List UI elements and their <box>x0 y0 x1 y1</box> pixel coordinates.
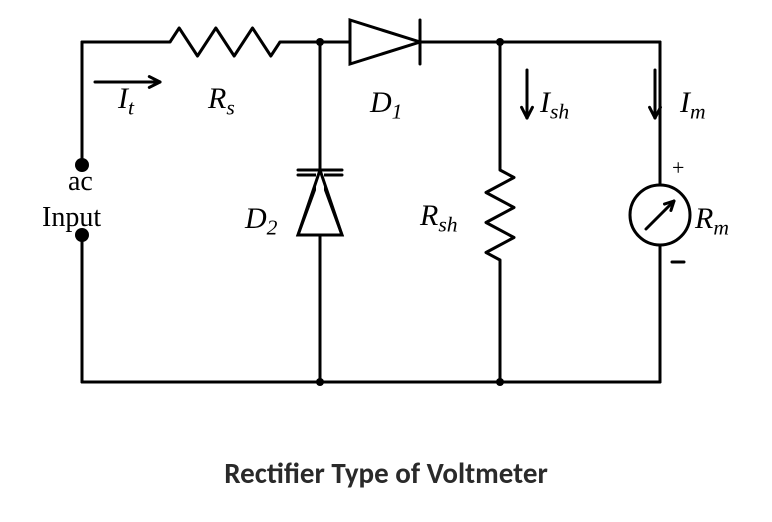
svg-text:Rsh: Rsh <box>419 199 458 237</box>
svg-text:D2: D2 <box>244 202 278 240</box>
svg-text:Rs: Rs <box>207 82 235 120</box>
circuit-diagram: + It Rs D1 D2 Rsh Ish Im Rm ac Input Rectifier Typ… <box>0 0 772 517</box>
svg-text:Rm: Rm <box>694 202 729 240</box>
svg-text:It: It <box>117 82 135 120</box>
svg-text:Input: Input <box>42 202 101 233</box>
svg-text:+: + <box>672 155 684 180</box>
svg-text:Im: Im <box>679 86 706 124</box>
circuit-svg: + It Rs D1 D2 Rsh Ish Im Rm ac Input <box>0 0 772 517</box>
diagram-caption: Rectifier Type of Voltmeter <box>0 455 772 491</box>
svg-text:ac: ac <box>68 166 93 197</box>
svg-text:Ish: Ish <box>539 86 569 124</box>
svg-text:D1: D1 <box>369 86 402 124</box>
